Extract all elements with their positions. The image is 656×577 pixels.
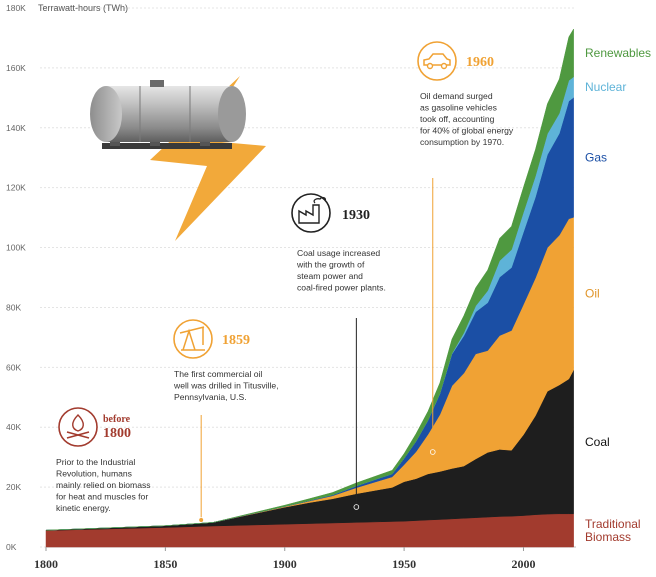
annotation-text: The first commercial oil well was drilled… (173, 369, 279, 402)
annotation-text-line: steam power and (297, 271, 363, 281)
series-label-line: Biomass (585, 530, 631, 544)
y-tick-label: 100K (6, 243, 26, 253)
series-label-line: Traditional (585, 517, 641, 531)
oil-tank-icon (90, 80, 246, 149)
stacked-areas (45, 28, 574, 548)
annotation-text-line: consumption by 1970. (420, 137, 504, 147)
y-tick-label: 180K (6, 3, 26, 13)
annotation-text-line: well was drilled in Titusville, (173, 381, 279, 391)
annotation-text-line: coal-fired power plants. (297, 283, 386, 293)
annotation-dot (353, 504, 360, 510)
x-tick-label: 1850 (153, 557, 177, 571)
annotation-1859: 1859 The first commercial oil well was dri… (173, 319, 279, 523)
series-label-gas: Gas (585, 150, 607, 164)
annotation-text-line: with the growth of (296, 260, 365, 270)
y-tick-label: 20K (6, 482, 21, 492)
y-tick-label: 60K (6, 362, 21, 372)
annotation-title: 1859 (222, 333, 250, 348)
annotation-title: 1800 (103, 426, 131, 441)
lightning-bolt-icon (150, 76, 266, 241)
annotation-1930: 1930 Coal usage increased with the growth … (291, 193, 386, 510)
x-tick-label: 1800 (34, 557, 58, 571)
annotation-text-line: as gasoline vehicles (420, 103, 497, 113)
car-icon (417, 41, 457, 81)
y-tick-label: 40K (6, 422, 21, 432)
series-label-line: Coal (585, 435, 610, 449)
annotation-text-line: mainly relied on biomass (56, 480, 151, 490)
x-tick-label: 1950 (392, 557, 416, 571)
series-label-line: Nuclear (585, 80, 626, 94)
grid (40, 7, 576, 548)
series-label-oil: Oil (585, 287, 600, 301)
annotation-text: Prior to the Industrial Revolution, human… (56, 457, 151, 513)
x-tick-label: 1900 (273, 557, 297, 571)
annotation-dot (198, 517, 204, 523)
series-label-nuclear: Nuclear (585, 80, 626, 94)
annotation-title: 1930 (342, 208, 370, 223)
campfire-icon (58, 407, 98, 447)
x-axis: 1800 1850 1900 1950 2000 (34, 547, 535, 571)
annotation-text-line: Coal usage increased (297, 248, 380, 258)
y-tick-label: 120K (6, 183, 26, 193)
annotation-text-line: took off, accounting (420, 114, 495, 124)
annotation-title-small: before (103, 414, 131, 425)
annotation-text-line: Oil demand surged (420, 91, 493, 101)
series-label-renewables: Renewables (585, 46, 651, 60)
y-tick-label: 0K (6, 542, 17, 552)
y-axis-label: Terrawatt-hours (TWh) (38, 3, 128, 13)
annotation-text-line: for heat and muscles for (56, 492, 148, 502)
oil-pump-icon (173, 319, 213, 359)
factory-icon (291, 193, 331, 233)
annotation-text-line: for 40% of global energy (420, 126, 514, 136)
y-axis: Terrawatt-hours (TWh) 0K 20K 40K 60K 80K 100K… (6, 3, 128, 552)
annotation-1960: 1960 Oil demand surged as gasoline vehicle… (417, 41, 514, 455)
area-renewables (45, 28, 574, 531)
annotation-dot (429, 449, 436, 455)
series-labels: Renewables Nuclear Gas Oil Coal Traditional Bi… (585, 46, 651, 544)
y-tick-label: 160K (6, 63, 26, 73)
x-tick-label: 2000 (511, 557, 535, 571)
series-label-coal: Coal (585, 435, 610, 449)
oil-tank-lightning-illustration (90, 76, 266, 241)
annotation-text-line: Prior to the Industrial (56, 457, 135, 467)
y-tick-label: 80K (6, 302, 21, 312)
annotation-text-line: kinetic energy. (56, 503, 111, 513)
series-label-line: Gas (585, 150, 607, 164)
annotation-text: Oil demand surged as gasoline vehicles too… (420, 91, 514, 147)
annotation-text-line: Pennsylvania, U.S. (174, 392, 247, 402)
annotation-text-line: Revolution, humans (56, 469, 132, 479)
y-tick-label: 140K (6, 123, 26, 133)
annotation-text: Coal usage increased with the growth of st… (296, 248, 386, 293)
series-label-line: Renewables (585, 46, 651, 60)
annotation-title: 1960 (466, 55, 494, 70)
series-label-line: Oil (585, 287, 600, 301)
series-label-traditional-biomass: Traditional Biomass (585, 517, 641, 544)
annotation-text-line: The first commercial oil (174, 369, 262, 379)
